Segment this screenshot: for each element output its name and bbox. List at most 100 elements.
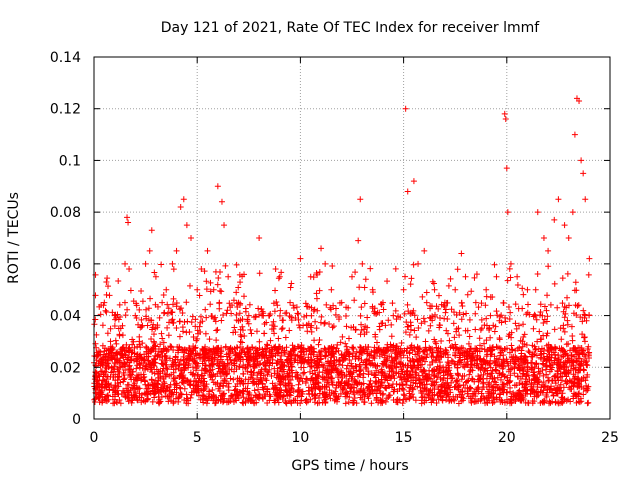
data-point — [425, 390, 432, 397]
data-point — [313, 325, 320, 332]
data-point — [256, 338, 263, 345]
data-point — [286, 381, 293, 388]
data-point — [216, 368, 223, 375]
data-point — [231, 362, 238, 369]
data-point — [252, 356, 259, 363]
data-point — [500, 299, 507, 306]
data-point — [197, 313, 204, 320]
y-tick-label: 0.02 — [50, 360, 81, 376]
data-point — [570, 380, 577, 387]
data-point — [482, 368, 489, 375]
data-point — [136, 338, 143, 345]
data-point — [99, 322, 106, 329]
data-point — [127, 287, 134, 294]
data-point — [126, 369, 133, 375]
data-point — [275, 275, 282, 282]
data-point — [239, 327, 246, 334]
data-point — [160, 387, 167, 394]
data-point — [256, 353, 263, 360]
data-point — [111, 360, 118, 367]
data-point — [246, 357, 253, 364]
data-point — [528, 383, 535, 390]
data-point — [125, 345, 132, 352]
data-point — [534, 384, 541, 391]
data-point — [278, 269, 285, 276]
data-point — [534, 338, 541, 345]
data-point — [132, 312, 139, 319]
data-point — [448, 372, 455, 379]
data-point — [120, 378, 127, 385]
data-point — [206, 388, 213, 395]
data-point — [299, 358, 306, 365]
data-point — [385, 392, 392, 399]
data-point — [207, 279, 214, 286]
data-point — [361, 300, 368, 307]
y-tick-label: 0.04 — [50, 309, 81, 325]
data-point — [407, 310, 414, 317]
data-point — [394, 396, 401, 403]
data-point — [346, 385, 353, 392]
data-point — [349, 353, 356, 360]
data-point — [151, 342, 158, 349]
data-point — [271, 365, 278, 372]
data-point — [552, 399, 559, 406]
data-point — [529, 351, 536, 358]
data-point — [512, 320, 519, 327]
data-point — [157, 398, 164, 405]
data-point — [402, 273, 409, 280]
data-point — [269, 380, 276, 387]
data-point — [261, 321, 268, 328]
data-point — [431, 386, 438, 393]
data-point — [330, 323, 337, 330]
data-point — [494, 361, 501, 368]
data-point — [170, 391, 177, 398]
data-point — [483, 286, 490, 293]
data-point — [272, 352, 279, 359]
data-point — [326, 391, 333, 398]
data-point — [506, 316, 513, 323]
data-point — [483, 315, 490, 322]
data-point — [554, 304, 561, 311]
data-point — [141, 373, 148, 380]
y-tick-label: 0.1 — [59, 153, 81, 169]
data-point — [405, 308, 412, 315]
data-point — [124, 306, 131, 313]
data-point — [188, 235, 195, 241]
data-point — [582, 359, 589, 366]
data-points — [91, 95, 593, 407]
data-point — [148, 376, 155, 383]
data-point — [562, 350, 569, 357]
data-point — [290, 302, 297, 309]
data-point — [393, 316, 400, 323]
data-point — [277, 392, 284, 399]
data-point — [159, 299, 166, 306]
data-point — [385, 317, 392, 324]
data-point — [561, 222, 568, 229]
data-point — [193, 389, 200, 396]
data-point — [188, 389, 195, 396]
data-point — [581, 338, 588, 345]
data-point — [225, 380, 232, 387]
data-point — [483, 293, 490, 300]
data-point — [343, 323, 350, 330]
data-point — [316, 269, 323, 276]
data-point — [297, 255, 304, 262]
data-point — [215, 352, 222, 359]
data-point — [439, 394, 446, 401]
data-point — [382, 322, 389, 329]
data-point — [484, 359, 491, 366]
data-point — [227, 350, 234, 357]
data-point — [207, 288, 214, 295]
data-point — [143, 306, 150, 313]
data-point — [264, 371, 271, 378]
data-point — [187, 394, 194, 401]
data-point — [414, 383, 421, 390]
data-point — [415, 260, 422, 267]
data-point — [475, 364, 482, 371]
data-point — [473, 271, 480, 278]
data-point — [404, 188, 411, 195]
data-point — [469, 350, 476, 357]
data-point — [336, 314, 343, 321]
data-point — [251, 387, 258, 394]
data-point — [335, 361, 342, 368]
